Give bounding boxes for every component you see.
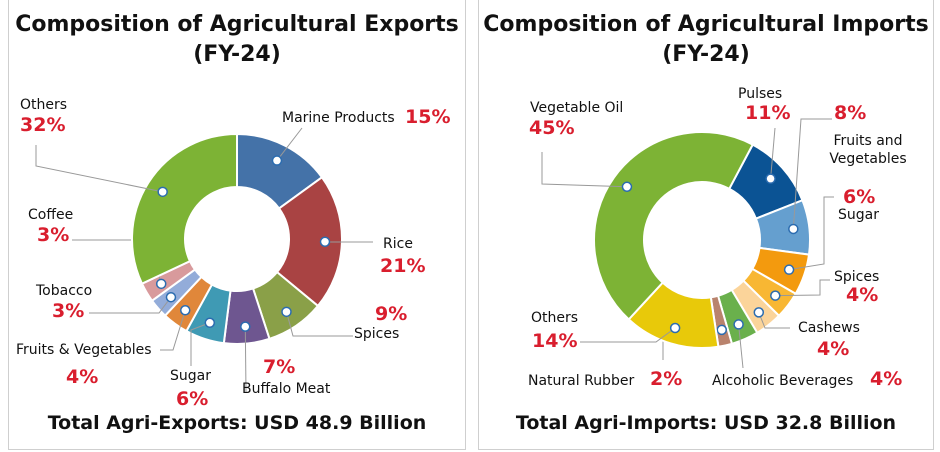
total-label: Total Agri-Imports: USD 32.8 Billion xyxy=(479,412,933,434)
slice-marker xyxy=(765,173,776,184)
slice-label: Sugar xyxy=(838,207,879,223)
slice-marker xyxy=(783,264,795,275)
leader-line xyxy=(541,152,627,188)
leader-line xyxy=(738,324,744,369)
slice-rice xyxy=(275,175,343,308)
slice-vegetable-oil xyxy=(593,131,755,321)
slice-label: Coffee xyxy=(28,207,74,223)
slice-marker xyxy=(157,186,168,198)
slice-percent: 6% xyxy=(176,388,209,410)
slice-label: Tobacco xyxy=(36,283,93,299)
slice-others xyxy=(131,132,238,286)
slice-label: Marine Products xyxy=(282,110,395,126)
imports-panel: Composition of Agricultural Imports (FY-… xyxy=(478,0,934,450)
slice-label: Vegetable Oil xyxy=(530,100,624,116)
slice-percent: 3% xyxy=(52,300,85,322)
slice-percent: 4% xyxy=(66,366,99,388)
slice-label: Cashews xyxy=(798,320,860,336)
slice-marker xyxy=(753,307,765,318)
slice-label: Spices xyxy=(354,326,400,342)
slice-marker xyxy=(733,319,744,330)
total-text: Total Agri-Exports: xyxy=(47,412,255,434)
slice-marker xyxy=(716,324,728,336)
leader-line xyxy=(160,310,186,351)
slice-percent: 7% xyxy=(263,356,296,378)
slice-percent: 2% xyxy=(650,368,683,390)
total-label: Total Agri-Exports: USD 48.9 Billion xyxy=(9,412,465,434)
leader-line xyxy=(580,327,676,343)
slice-marker xyxy=(319,236,331,248)
slice-label: Fruits & Vegetables xyxy=(16,342,152,358)
slice-label: Fruits and Vegetables xyxy=(829,133,907,167)
slice-percent: 4% xyxy=(846,284,879,306)
leader-line xyxy=(792,118,832,229)
leader-line xyxy=(286,311,353,337)
slice-marker xyxy=(204,317,216,328)
slice-marker xyxy=(240,321,251,332)
slice-percent: 32% xyxy=(20,114,66,136)
total-value: USD 32.8 Billion xyxy=(723,412,897,434)
slice-marker xyxy=(271,155,283,166)
leader-line xyxy=(276,127,303,161)
slice-marker xyxy=(281,306,292,318)
leader-line xyxy=(789,196,834,271)
slice-marker xyxy=(165,291,177,303)
slice-label: Pulses xyxy=(738,86,783,102)
total-text: Total Agri-Imports: xyxy=(515,412,724,434)
leader-line xyxy=(89,296,172,314)
slice-marker xyxy=(770,290,781,301)
leader-line xyxy=(758,312,790,329)
slice-percent: 45% xyxy=(529,117,575,139)
slice-marker xyxy=(180,304,191,316)
slice-label: Spices xyxy=(834,269,880,285)
slice-percent: 3% xyxy=(37,224,70,246)
chart-title: Composition of Agricultural Exports (FY-… xyxy=(15,12,459,67)
slice-percent: 11% xyxy=(745,102,791,124)
slice-label: Others xyxy=(20,97,68,113)
slice-percent: 4% xyxy=(817,338,850,360)
leader-line xyxy=(775,279,830,297)
slice-percent: 14% xyxy=(532,330,578,352)
leader-line xyxy=(770,127,776,179)
leader-line xyxy=(190,322,210,366)
slice-label: Alcoholic Beverages xyxy=(712,373,854,389)
slice-label: Others xyxy=(531,310,579,326)
slice-marker xyxy=(155,278,167,290)
slice-marker xyxy=(621,181,633,193)
leader-line xyxy=(35,145,163,193)
slice-label: Buffalo Meat xyxy=(242,381,331,397)
total-value: USD 48.9 Billion xyxy=(254,412,427,434)
slice-percent: 4% xyxy=(870,368,903,390)
slice-label: Natural Rubber xyxy=(528,373,635,389)
slice-percent: 15% xyxy=(405,106,451,128)
slice-label: Rice xyxy=(383,236,413,252)
slice-marker xyxy=(788,223,799,235)
slice-percent: 6% xyxy=(843,186,876,208)
slice-marker xyxy=(669,322,681,334)
slice-label: Sugar xyxy=(170,368,211,384)
slice-percent: 21% xyxy=(380,255,426,277)
chart-title: Composition of Agricultural Imports (FY-… xyxy=(483,12,929,67)
slice-percent: 8% xyxy=(834,102,867,124)
exports-panel: Composition of Agricultural Exports (FY-… xyxy=(8,0,466,450)
slice-percent: 9% xyxy=(375,303,408,325)
leader-line xyxy=(244,326,247,393)
